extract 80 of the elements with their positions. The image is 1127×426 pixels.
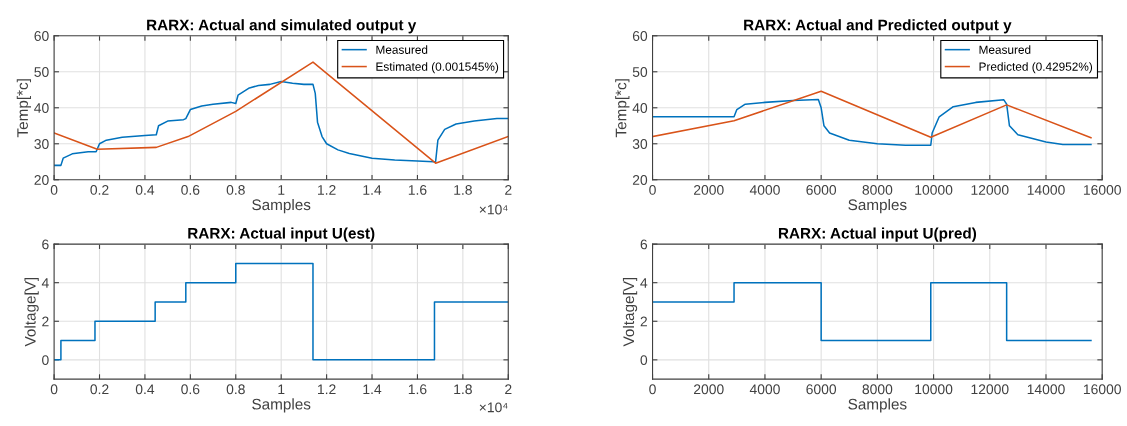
x-tick-label: 1.2 [318,384,336,395]
legend-label: Estimated (0.001545%) [376,62,499,74]
y-tick-label: 60 [34,31,49,41]
x-tick-label: 10000 [915,185,953,195]
y-tick-label: 2 [640,316,647,327]
y-tick-label: 30 [34,139,49,149]
x-tick-label: 16000 [1083,384,1121,395]
x-axis-title: Samples [848,398,907,413]
x-tick-label: 10000 [915,384,953,395]
y-axis-title: Temp[*c] [615,79,630,138]
legend-label: Measured [979,45,1031,54]
y-tick-label: 0 [42,355,49,366]
x-tick-label: 6000 [806,384,837,395]
x-axis-title: Samples [252,198,311,214]
chart-title: RARX: Actual input U(pred) [778,227,977,242]
x-tick-label: 1.6 [408,384,427,395]
x-tick-label: 2000 [693,185,724,195]
y-tick-label: 2 [42,316,49,327]
x-tick-label: 0.2 [90,384,109,395]
y-axis-title: Voltage[V] [622,277,638,347]
x-tick-label: 1.4 [363,384,382,395]
x-axis-title: Samples [252,398,311,413]
line-series [652,98,1092,146]
x-tick-label: 4000 [749,185,780,195]
x-tick-label: 1.2 [318,185,336,195]
x-tick-label: 14000 [1027,384,1065,395]
chart-title: RARX: Actual input U(est) [188,227,375,242]
y-tick-label: 30 [632,139,648,149]
x-tick-label: 0 [50,384,58,395]
y-tick-label: 50 [632,67,648,77]
y-tick-label: 20 [632,175,648,185]
y-tick-label: 20 [34,175,49,185]
y-tick-label: 6 [640,239,648,250]
x-tick-label: 0 [50,185,58,195]
y-tick-label: 50 [34,67,49,77]
text: ×10⁴ [479,204,508,215]
x-tick-label: 1.4 [363,185,382,195]
y-tick-label: 4 [41,278,49,288]
x-tick-label: 1.8 [454,384,472,395]
x-axis-title: Samples [848,198,907,214]
x-tick-label: 0 [649,384,656,395]
y-tick-label: 0 [640,355,648,366]
x-tick-label: 0.8 [226,185,245,195]
y-tick-label: 60 [632,31,648,41]
y-tick-label: 40 [34,103,49,113]
x-tick-label: 14000 [1027,185,1065,195]
line-series [54,80,509,167]
x-tick-label: 2 [505,185,512,195]
y-tick-label: 4 [640,278,648,288]
text: ×10⁴ [479,402,508,413]
y-tick-label: 6 [42,239,49,250]
y-tick-label: 40 [632,103,648,113]
x-tick-label: 1.6 [408,185,427,195]
legend-label: Predicted (0.42952%) [979,62,1093,74]
x-tick-label: 8000 [862,185,893,195]
x-tick-label: 6000 [806,185,837,195]
chart-title: RARX: Actual and simulated output y [147,19,417,34]
x-tick-label: 0.6 [181,185,200,195]
line-series [54,61,509,164]
x-tick-label: 2000 [693,384,724,395]
y-axis-title: Temp[*c] [16,79,32,138]
x-tick-label: 1 [278,185,285,195]
x-tick-label: 4000 [749,384,780,395]
x-tick-label: 0 [649,185,656,195]
line-series [652,90,1092,139]
x-tick-label: 12000 [971,384,1009,395]
x-tick-label: 0.8 [226,384,245,395]
x-tick-label: 12000 [971,185,1009,195]
x-tick-label: 0.6 [181,384,200,395]
y-axis-title: Voltage[V] [24,277,39,347]
legend-label: Measured [376,45,428,54]
x-tick-label: 0.2 [90,185,109,195]
x-tick-label: 1 [278,384,285,395]
x-tick-label: 1.8 [454,185,472,195]
x-tick-label: 2 [505,384,512,395]
x-tick-label: 0.4 [135,384,155,395]
x-tick-label: 16000 [1083,185,1121,195]
x-tick-label: 8000 [862,384,893,395]
chart-title: RARX: Actual and Predicted output y [744,19,1012,34]
x-tick-label: 0.4 [135,185,155,195]
